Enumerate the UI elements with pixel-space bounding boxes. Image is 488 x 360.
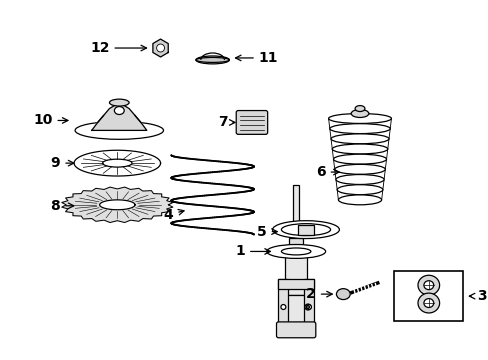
- Ellipse shape: [329, 124, 389, 134]
- Ellipse shape: [306, 306, 309, 309]
- Text: 6: 6: [315, 165, 339, 179]
- Bar: [289, 238, 303, 246]
- Polygon shape: [66, 189, 168, 221]
- Polygon shape: [153, 39, 168, 57]
- Ellipse shape: [338, 195, 381, 205]
- Bar: [278, 279, 313, 289]
- FancyBboxPatch shape: [276, 322, 315, 338]
- Ellipse shape: [306, 305, 311, 310]
- Ellipse shape: [331, 144, 387, 154]
- Ellipse shape: [330, 134, 388, 144]
- Text: 4: 4: [163, 208, 183, 222]
- Ellipse shape: [196, 56, 229, 64]
- Bar: [293, 185, 299, 239]
- Ellipse shape: [156, 44, 164, 52]
- Polygon shape: [100, 200, 135, 210]
- Ellipse shape: [114, 107, 124, 114]
- Bar: [394, 271, 462, 321]
- Text: 11: 11: [235, 51, 278, 65]
- Text: 5: 5: [256, 225, 277, 239]
- Bar: [284, 295, 307, 335]
- Ellipse shape: [423, 281, 433, 290]
- Ellipse shape: [102, 159, 132, 167]
- Text: 8: 8: [50, 199, 74, 213]
- Ellipse shape: [75, 121, 163, 139]
- Text: 3: 3: [468, 289, 486, 303]
- Ellipse shape: [281, 224, 330, 235]
- Text: 1: 1: [235, 244, 270, 258]
- Text: 10: 10: [33, 113, 68, 127]
- Ellipse shape: [266, 244, 325, 258]
- Ellipse shape: [281, 248, 310, 255]
- Polygon shape: [74, 150, 160, 176]
- Bar: [278, 279, 288, 335]
- Ellipse shape: [417, 275, 439, 295]
- Ellipse shape: [337, 185, 382, 195]
- FancyBboxPatch shape: [236, 111, 267, 134]
- Ellipse shape: [336, 289, 349, 300]
- Ellipse shape: [305, 304, 310, 310]
- Text: 7: 7: [217, 116, 235, 130]
- Bar: [298, 225, 313, 235]
- Ellipse shape: [334, 165, 385, 174]
- Polygon shape: [61, 187, 172, 222]
- Ellipse shape: [350, 109, 368, 117]
- Ellipse shape: [417, 293, 439, 313]
- Ellipse shape: [272, 221, 339, 239]
- Text: 2: 2: [305, 287, 331, 301]
- Polygon shape: [92, 103, 146, 130]
- Ellipse shape: [109, 99, 129, 106]
- Ellipse shape: [423, 298, 433, 307]
- Ellipse shape: [328, 113, 391, 123]
- Bar: [304, 279, 313, 335]
- Ellipse shape: [354, 105, 364, 112]
- Ellipse shape: [335, 175, 383, 184]
- Ellipse shape: [280, 305, 285, 310]
- Text: 9: 9: [51, 156, 74, 170]
- Bar: [285, 246, 306, 295]
- Text: 12: 12: [90, 41, 146, 55]
- Ellipse shape: [333, 154, 386, 164]
